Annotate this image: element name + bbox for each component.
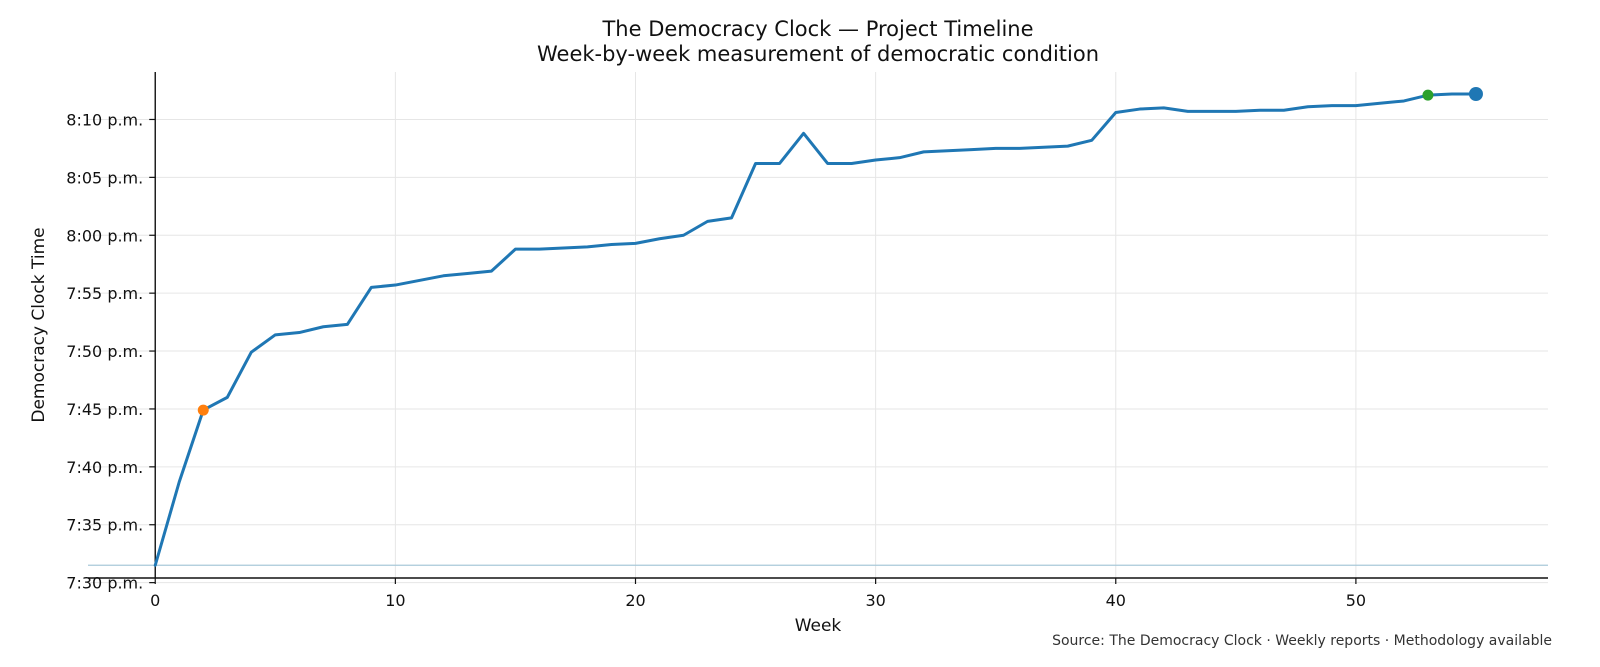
x-tick-label: 10 (385, 591, 405, 610)
highlight-marker (197, 404, 209, 416)
x-axis-label: Week (795, 616, 842, 636)
y-axis-label: Democracy Clock Time (29, 227, 49, 422)
series-line (153, 92, 1478, 567)
highlight-marker (1468, 87, 1483, 101)
y-tick-label: 7:55 p.m. (66, 284, 143, 303)
x-tick-label: 20 (625, 591, 645, 610)
source-note: Source: The Democracy Clock · Weekly rep… (1052, 633, 1552, 649)
y-tick-label: 7:30 p.m. (66, 574, 143, 593)
x-tick-label: 0 (150, 591, 160, 610)
x-tick-label: 50 (1346, 591, 1366, 610)
y-tick-label: 8:05 p.m. (66, 168, 143, 187)
x-tick-label: 30 (865, 591, 885, 610)
y-tick-label: 7:50 p.m. (66, 342, 143, 361)
axes: 0 10 20 30 40 50 7:30 p.m. 7:35 p.m. 7:40 p.m. 7:… (66, 72, 1548, 610)
highlight-marker (1422, 89, 1434, 101)
y-tick-label: 7:35 p.m. (66, 516, 143, 535)
markers-group (197, 87, 1483, 416)
y-tick-label: 8:10 p.m. (66, 110, 143, 129)
chart-subtitle: Week-by-week measurement of democratic c… (537, 42, 1099, 66)
y-tick-label: 8:00 p.m. (66, 226, 143, 245)
grid (88, 72, 1548, 584)
y-tick-label: 7:40 p.m. (66, 458, 143, 477)
chart-title: The Democracy Clock — Project Timeline (601, 17, 1033, 41)
series-group (153, 92, 1478, 567)
y-tick-label: 7:45 p.m. (66, 400, 143, 419)
x-tick-label: 40 (1106, 591, 1126, 610)
